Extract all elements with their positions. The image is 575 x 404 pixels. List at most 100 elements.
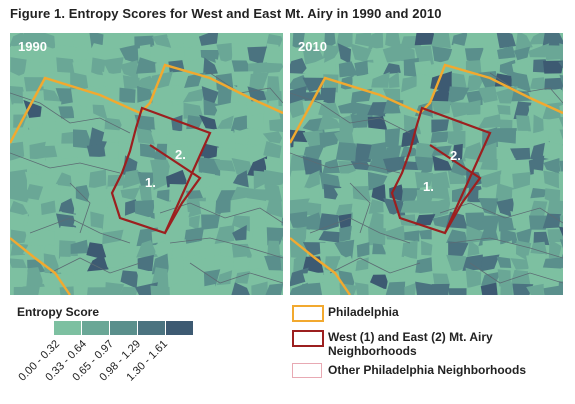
census-tract — [22, 116, 44, 129]
census-tract — [367, 102, 389, 117]
census-tract — [151, 34, 172, 48]
entropy-swatch-1 — [54, 321, 82, 335]
census-tract — [526, 283, 544, 295]
census-tract — [466, 284, 482, 295]
census-tract — [189, 215, 201, 230]
mt-airy-boundary — [110, 106, 212, 235]
census-tract — [122, 75, 140, 91]
census-tract — [431, 197, 452, 219]
census-tract — [449, 158, 469, 177]
census-tract — [530, 241, 548, 255]
census-tract — [478, 183, 499, 201]
census-tract — [278, 37, 283, 51]
census-tract — [183, 102, 204, 119]
census-tract — [171, 74, 188, 86]
census-tract — [497, 158, 516, 177]
census-tract — [185, 256, 203, 271]
entropy-swatches — [54, 321, 193, 335]
other-neighborhoods-swatch — [292, 363, 322, 378]
census-tract — [543, 157, 561, 175]
census-tract — [251, 214, 267, 229]
census-tract — [512, 283, 534, 295]
census-tract — [55, 172, 74, 187]
census-tract — [23, 33, 46, 47]
census-tract — [201, 214, 221, 230]
census-tract — [431, 33, 451, 49]
census-tract — [38, 183, 60, 202]
census-tract — [414, 33, 438, 46]
census-tract — [216, 43, 233, 64]
census-tract — [264, 183, 283, 205]
census-tract — [263, 169, 283, 188]
census-tract — [246, 113, 264, 129]
census-tract — [352, 73, 373, 89]
census-tract — [385, 281, 406, 295]
census-tract — [121, 169, 141, 190]
census-tract — [280, 80, 283, 92]
census-tract — [10, 200, 30, 217]
mt-airy-swatch — [292, 330, 324, 347]
entropy-swatch-3 — [110, 321, 138, 335]
census-tract — [120, 270, 139, 289]
census-tract — [203, 99, 220, 116]
census-tract — [528, 33, 547, 45]
census-tract — [220, 240, 235, 259]
census-tract — [495, 240, 514, 259]
census-tract — [70, 148, 94, 159]
census-tract — [528, 155, 545, 175]
census-tract — [104, 185, 124, 204]
census-tract — [124, 199, 138, 216]
census-tract — [102, 240, 124, 257]
census-tract — [432, 100, 451, 116]
census-tract — [419, 201, 438, 214]
census-tract — [72, 129, 94, 149]
census-tract — [72, 226, 93, 247]
map-panel-2010: 2010 1. 2. — [290, 33, 563, 295]
census-tract — [559, 184, 563, 195]
census-tract — [10, 86, 27, 105]
census-tract — [447, 86, 470, 104]
census-tract — [120, 225, 135, 243]
census-tract — [214, 225, 235, 244]
census-tract — [302, 282, 325, 295]
census-tract — [320, 197, 341, 219]
census-tract — [530, 188, 548, 199]
census-tract — [42, 286, 60, 295]
census-tract — [216, 115, 234, 129]
census-tract — [462, 202, 486, 217]
census-tract — [547, 229, 563, 243]
census-tract — [24, 184, 44, 203]
census-tract — [465, 267, 482, 288]
census-tract — [104, 282, 125, 295]
census-tract — [10, 258, 28, 269]
census-tract — [558, 171, 563, 183]
census-tract — [40, 200, 56, 217]
census-tract — [451, 143, 463, 163]
census-tract — [431, 119, 450, 133]
census-tract — [102, 129, 125, 144]
census-tract — [559, 43, 563, 63]
census-tract — [516, 115, 532, 132]
census-tract — [279, 135, 283, 146]
census-tract — [248, 62, 270, 75]
census-tract — [371, 71, 390, 88]
census-tract — [38, 59, 55, 74]
census-tract — [22, 284, 41, 295]
census-tract — [267, 215, 282, 229]
census-tract — [467, 240, 480, 257]
census-tract — [388, 72, 400, 88]
philadelphia-boundary — [10, 63, 283, 295]
census-tract — [60, 186, 77, 200]
census-tract — [480, 156, 498, 171]
map-panel-1990: 1990 1. 2. — [10, 33, 283, 295]
census-tract — [430, 183, 450, 200]
census-tract — [302, 144, 325, 160]
census-tract — [398, 43, 416, 62]
census-tract — [151, 228, 174, 244]
census-tract — [281, 240, 283, 250]
census-tract — [510, 211, 532, 229]
census-tract — [22, 245, 41, 259]
census-tract — [400, 87, 418, 106]
census-tract — [290, 211, 308, 229]
census-tract — [543, 285, 563, 295]
